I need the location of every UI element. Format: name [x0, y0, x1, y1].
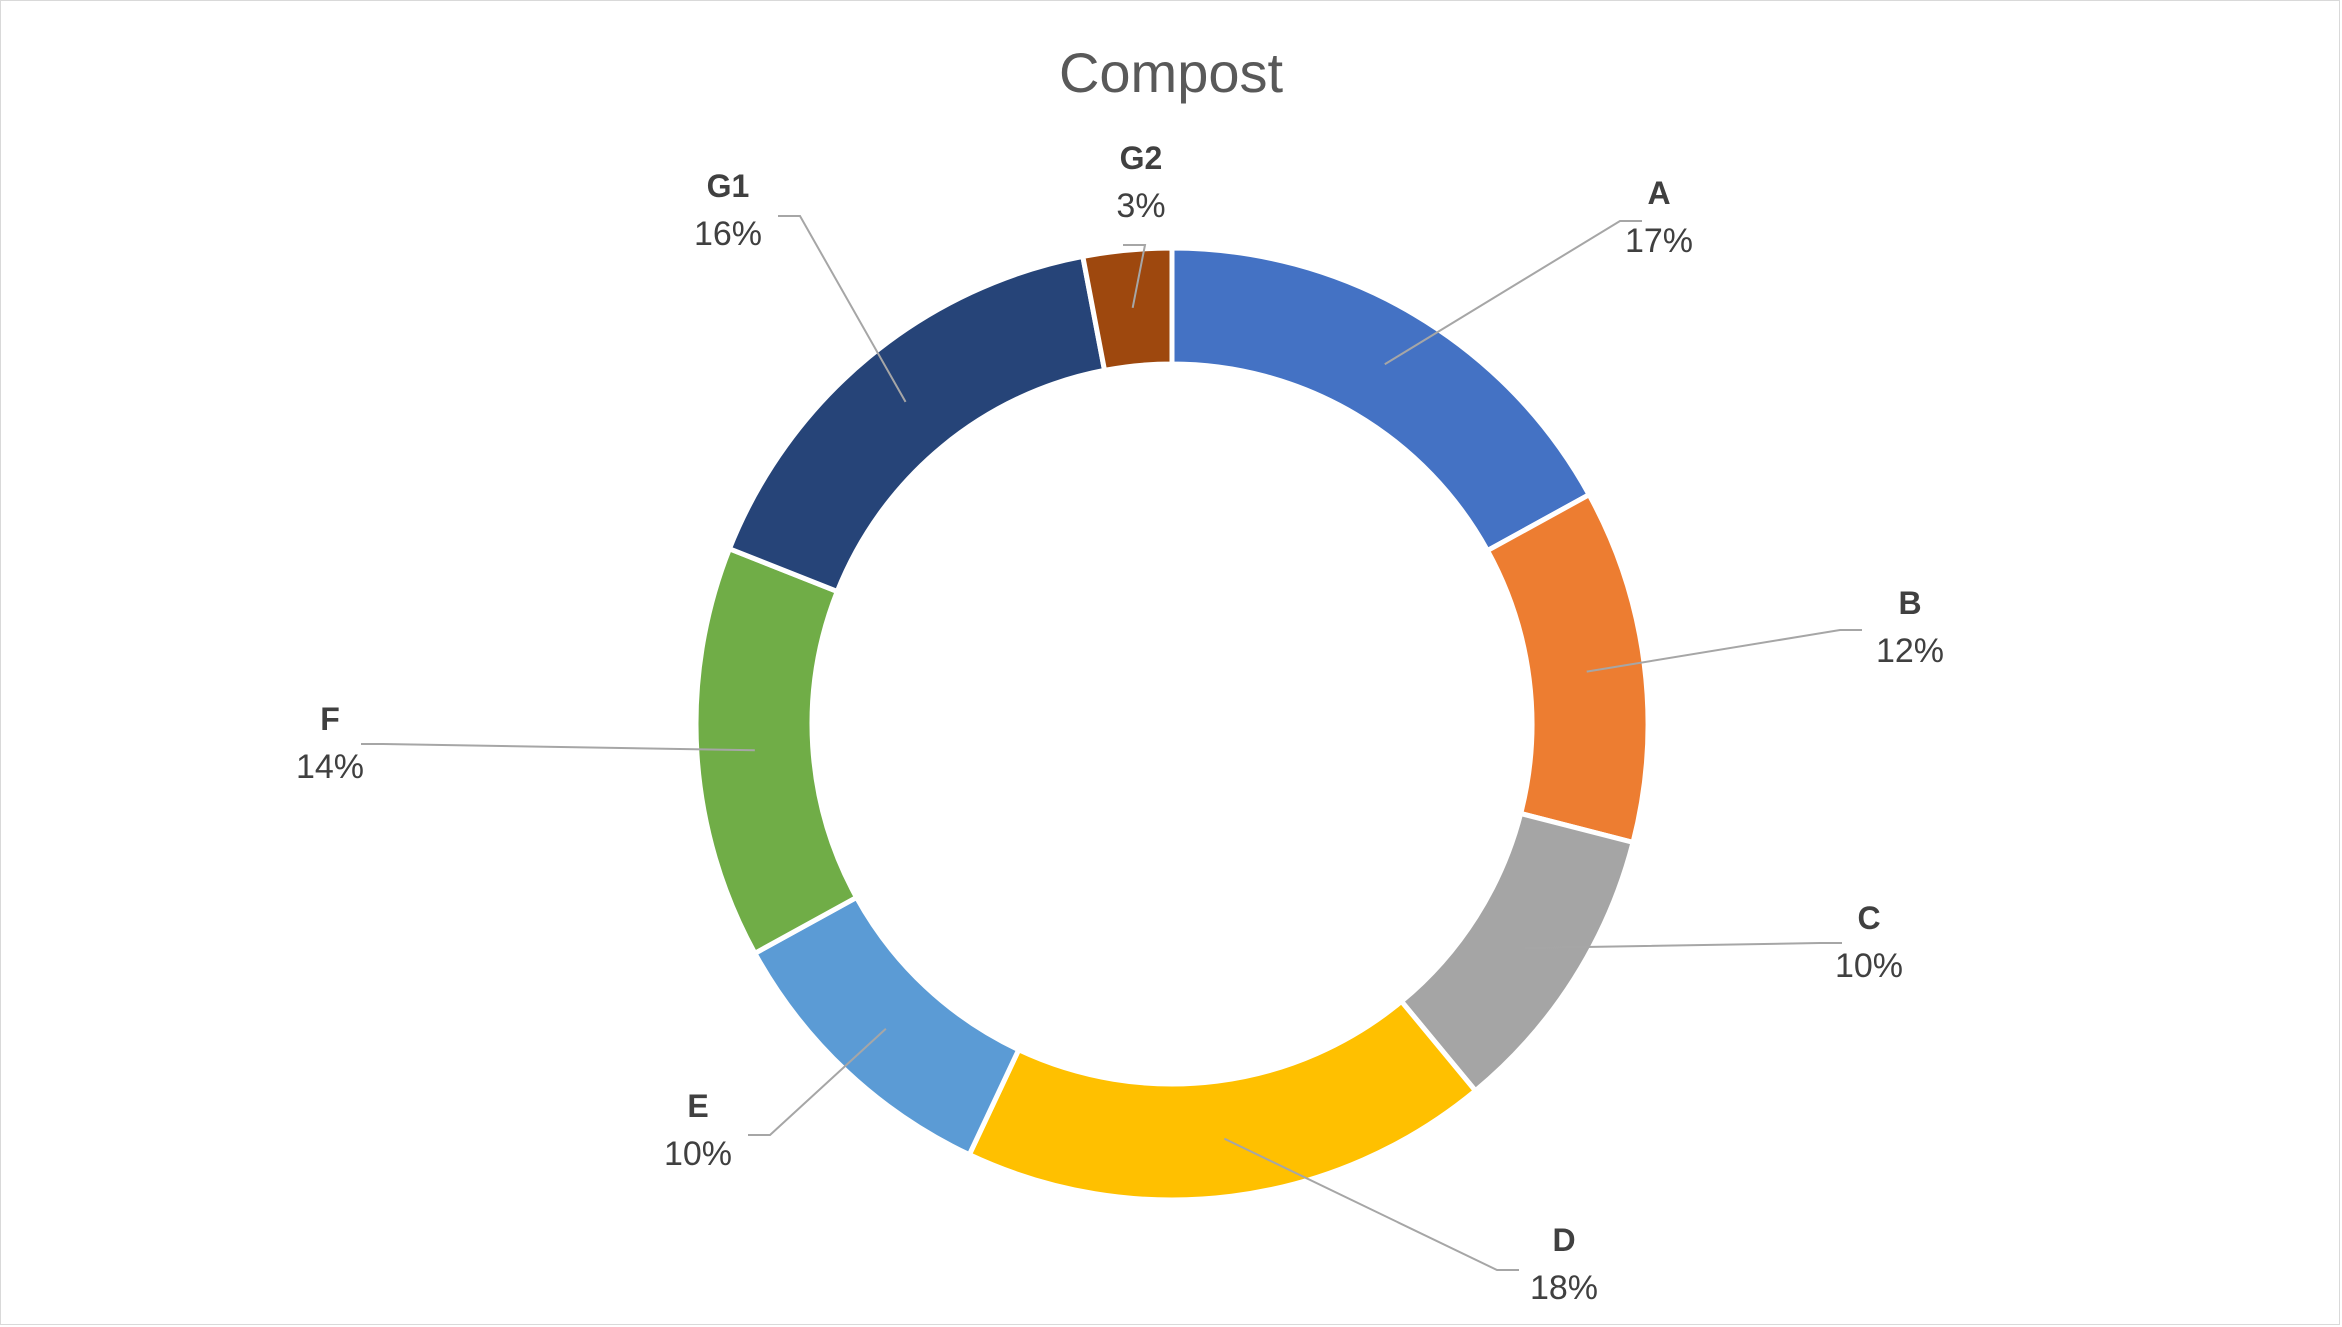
category-label-g2: G2: [1120, 140, 1163, 176]
percent-label-c: 10%: [1835, 947, 1903, 985]
slice-e: [751, 894, 1023, 1159]
slice-f: [693, 545, 860, 957]
percent-label-b: 12%: [1876, 632, 1944, 670]
leader-line-b: [1586, 629, 1862, 673]
category-label-c: C: [1857, 900, 1880, 936]
slice-a: [1169, 245, 1593, 554]
leader-lines-group: [361, 215, 1862, 1271]
leader-line-g2: [1123, 244, 1147, 309]
category-label-f: F: [320, 701, 340, 737]
category-label-b: B: [1898, 585, 1921, 621]
leader-line-e: [748, 1027, 887, 1136]
category-label-e: E: [687, 1088, 708, 1124]
percent-label-g2: 3%: [1116, 187, 1165, 225]
leader-line-c: [1524, 942, 1842, 949]
percent-label-e: 10%: [664, 1135, 732, 1173]
percent-label-d: 18%: [1530, 1269, 1598, 1307]
slice-g2: [1079, 245, 1175, 374]
chart-title: Compost: [1058, 41, 1284, 104]
percent-label-f: 14%: [296, 748, 364, 786]
data-labels-group: A 17% B 12% C 10% D 18% E 10% F 14% G1 16% G2 3%: [296, 140, 1944, 1307]
percent-label-a: 17%: [1625, 222, 1693, 260]
slice-g1: [726, 253, 1108, 595]
category-label-d: D: [1552, 1222, 1575, 1258]
leader-line-d: [1223, 1137, 1519, 1271]
category-label-a: A: [1647, 175, 1670, 211]
leader-line-f: [361, 743, 755, 752]
slices-group: [693, 245, 1651, 1203]
slice-b: [1484, 491, 1651, 846]
percent-label-g1: 16%: [694, 215, 762, 253]
slice-d: [966, 997, 1479, 1203]
leader-line-a: [1384, 220, 1642, 366]
leader-line-g1: [778, 215, 907, 403]
category-label-g1: G1: [707, 168, 750, 204]
